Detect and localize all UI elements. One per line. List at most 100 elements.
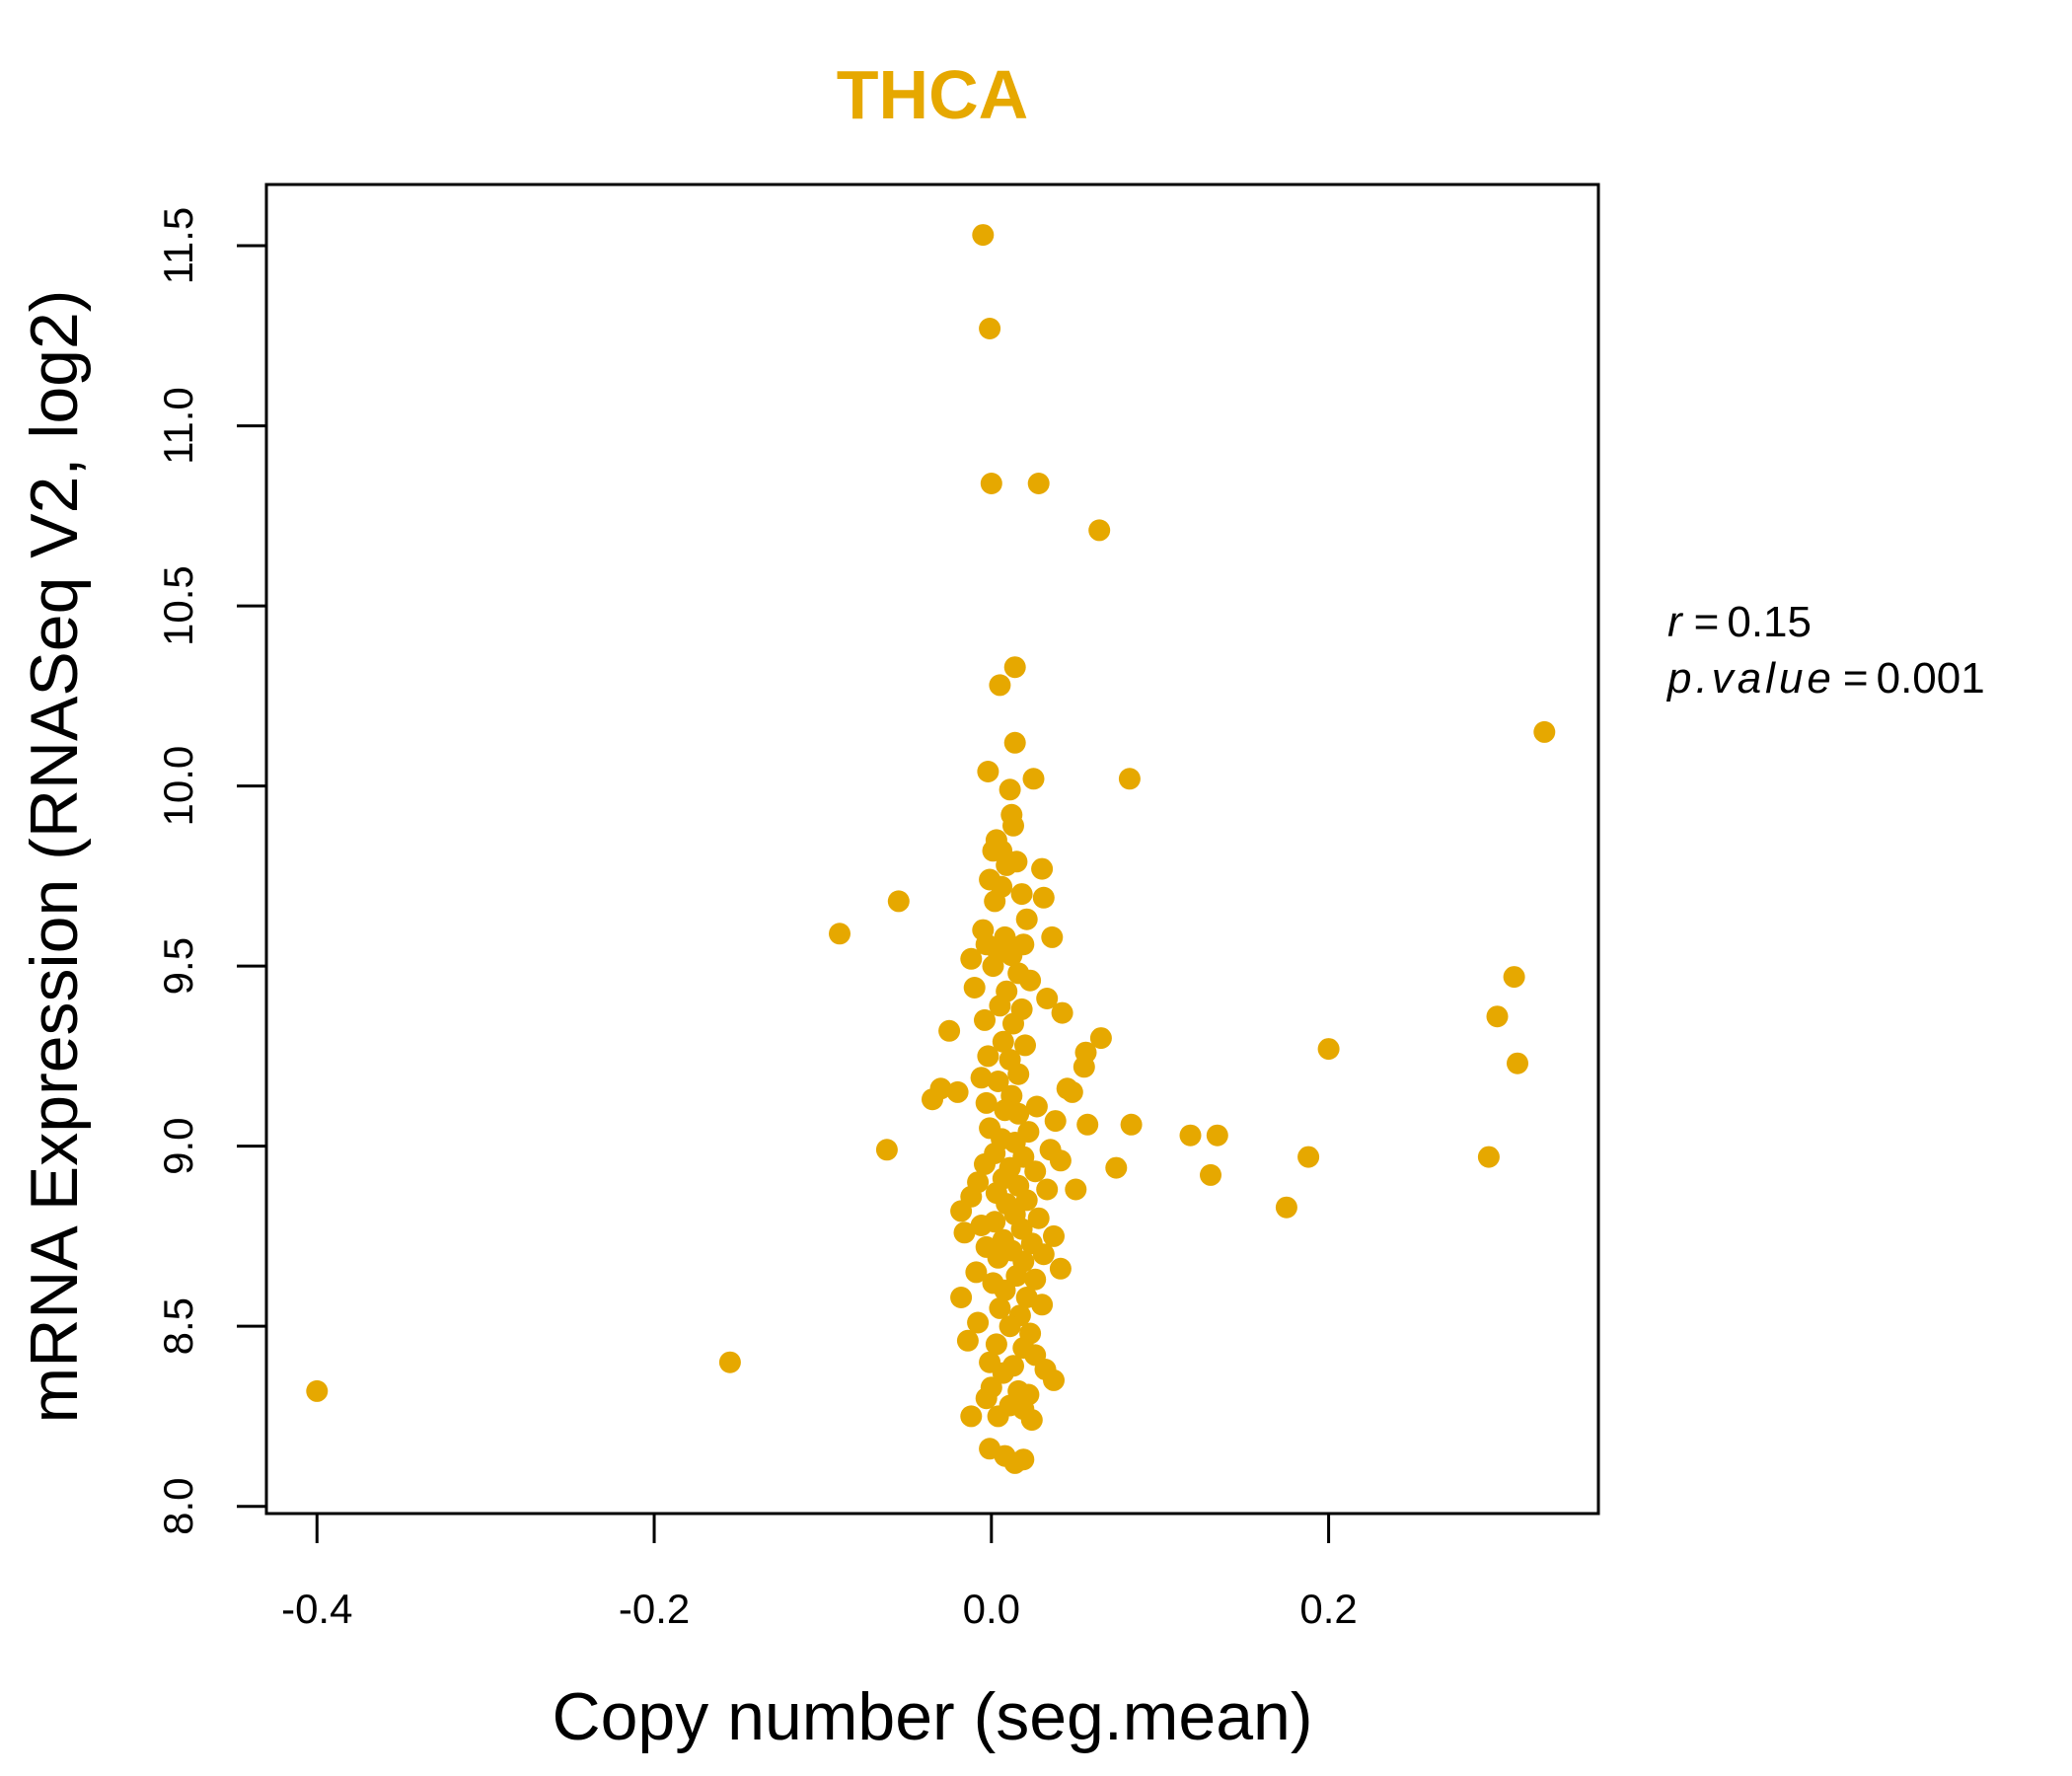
data-point xyxy=(980,473,1002,494)
data-point xyxy=(1049,1257,1072,1280)
data-point xyxy=(987,1246,1009,1269)
r-equals: = xyxy=(1694,598,1720,646)
data-point xyxy=(922,1088,943,1111)
data-point xyxy=(1031,857,1054,880)
data-point xyxy=(1275,1196,1297,1219)
data-point xyxy=(987,1071,1009,1092)
data-point xyxy=(1073,1056,1095,1078)
data-point xyxy=(974,1008,996,1031)
data-point xyxy=(1014,1034,1036,1057)
data-point xyxy=(974,1152,996,1175)
data-point xyxy=(938,1019,961,1042)
chart-title: THCA xyxy=(837,56,1028,133)
x-tick-label: 0.0 xyxy=(963,1586,1020,1632)
data-point xyxy=(970,1067,993,1089)
data-point xyxy=(979,318,1001,339)
plot-frame xyxy=(264,183,1600,1516)
data-point xyxy=(972,224,995,247)
data-point xyxy=(1002,814,1024,837)
data-point xyxy=(1027,473,1050,494)
data-point xyxy=(970,1215,993,1236)
data-point xyxy=(1179,1124,1202,1147)
data-point xyxy=(1065,1178,1087,1201)
data-point xyxy=(1477,1146,1500,1168)
data-point xyxy=(1032,886,1055,909)
data-point xyxy=(950,1200,973,1222)
data-point xyxy=(1317,1038,1340,1061)
data-point xyxy=(946,1080,969,1103)
data-point xyxy=(1022,768,1045,790)
data-point xyxy=(953,1221,976,1244)
y-tick-label: 9.5 xyxy=(155,937,201,995)
data-point xyxy=(1027,1207,1050,1229)
data-point xyxy=(1200,1163,1221,1186)
data-point xyxy=(1043,1224,1065,1247)
x-tick-label: -0.4 xyxy=(281,1586,352,1632)
data-point xyxy=(987,1405,1009,1428)
data-point xyxy=(975,1387,998,1410)
data-point xyxy=(984,890,1006,913)
data-point xyxy=(975,1091,998,1114)
data-point xyxy=(1120,1113,1143,1136)
data-point xyxy=(1010,883,1033,906)
data-point xyxy=(829,923,851,945)
data-point xyxy=(1012,1448,1035,1471)
p-equals: = xyxy=(1843,654,1869,703)
data-point xyxy=(1036,1178,1059,1201)
data-point xyxy=(956,1329,979,1352)
data-point xyxy=(950,1287,973,1308)
x-tick-label: 0.2 xyxy=(1299,1586,1357,1632)
data-point xyxy=(994,1279,1016,1301)
data-point xyxy=(1007,1063,1030,1085)
p-value: 0.001 xyxy=(1877,654,1985,703)
correlation-stats: r = 0.15 p.value = 0.001 xyxy=(1665,598,1985,703)
data-point xyxy=(1024,1268,1047,1291)
r-value: 0.15 xyxy=(1727,598,1812,646)
data-point xyxy=(977,1045,999,1068)
data-point xyxy=(1020,1409,1043,1432)
data-point xyxy=(1036,988,1059,1009)
data-point xyxy=(985,1333,1007,1356)
data-point xyxy=(1507,1052,1528,1074)
data-point xyxy=(1503,966,1525,989)
data-point xyxy=(1032,1243,1055,1266)
data-point xyxy=(1533,720,1556,743)
x-axis-label: Copy number (seg.mean) xyxy=(552,1679,1312,1754)
data-point xyxy=(1206,1124,1228,1147)
x-axis: -0.4 -0.2 0.0 0.2 xyxy=(281,1512,1358,1632)
data-point xyxy=(1043,1369,1065,1391)
data-point xyxy=(1007,1102,1030,1125)
data-point xyxy=(992,1362,1014,1384)
data-points xyxy=(306,224,1556,1474)
data-point xyxy=(1025,1095,1048,1118)
data-point xyxy=(999,1315,1021,1338)
data-point xyxy=(887,890,910,913)
data-point xyxy=(1019,969,1042,992)
data-point xyxy=(1015,908,1038,930)
data-point xyxy=(1031,1294,1054,1316)
r-stat: r = 0.15 xyxy=(1667,598,1812,646)
data-point xyxy=(999,778,1021,801)
data-point xyxy=(960,947,983,970)
data-point xyxy=(1024,1160,1047,1183)
data-point xyxy=(1044,1110,1067,1133)
data-point xyxy=(1486,1005,1509,1028)
data-point xyxy=(1003,731,1026,754)
data-point xyxy=(1051,1001,1073,1024)
data-point xyxy=(1105,1156,1128,1179)
data-point xyxy=(875,1139,898,1161)
data-point xyxy=(1089,1027,1112,1050)
p-stat: p.value = 0.001 xyxy=(1665,654,1985,703)
y-tick-label: 10.5 xyxy=(155,565,201,646)
data-point xyxy=(1015,1189,1038,1212)
data-point xyxy=(1003,656,1026,679)
data-point xyxy=(989,995,1011,1017)
data-point xyxy=(306,1379,329,1402)
data-point xyxy=(963,977,986,999)
data-point xyxy=(1076,1113,1099,1136)
data-point xyxy=(965,1261,988,1284)
data-point xyxy=(1002,1012,1024,1035)
y-tick-label: 11.0 xyxy=(155,387,201,465)
r-label: r xyxy=(1667,598,1684,646)
